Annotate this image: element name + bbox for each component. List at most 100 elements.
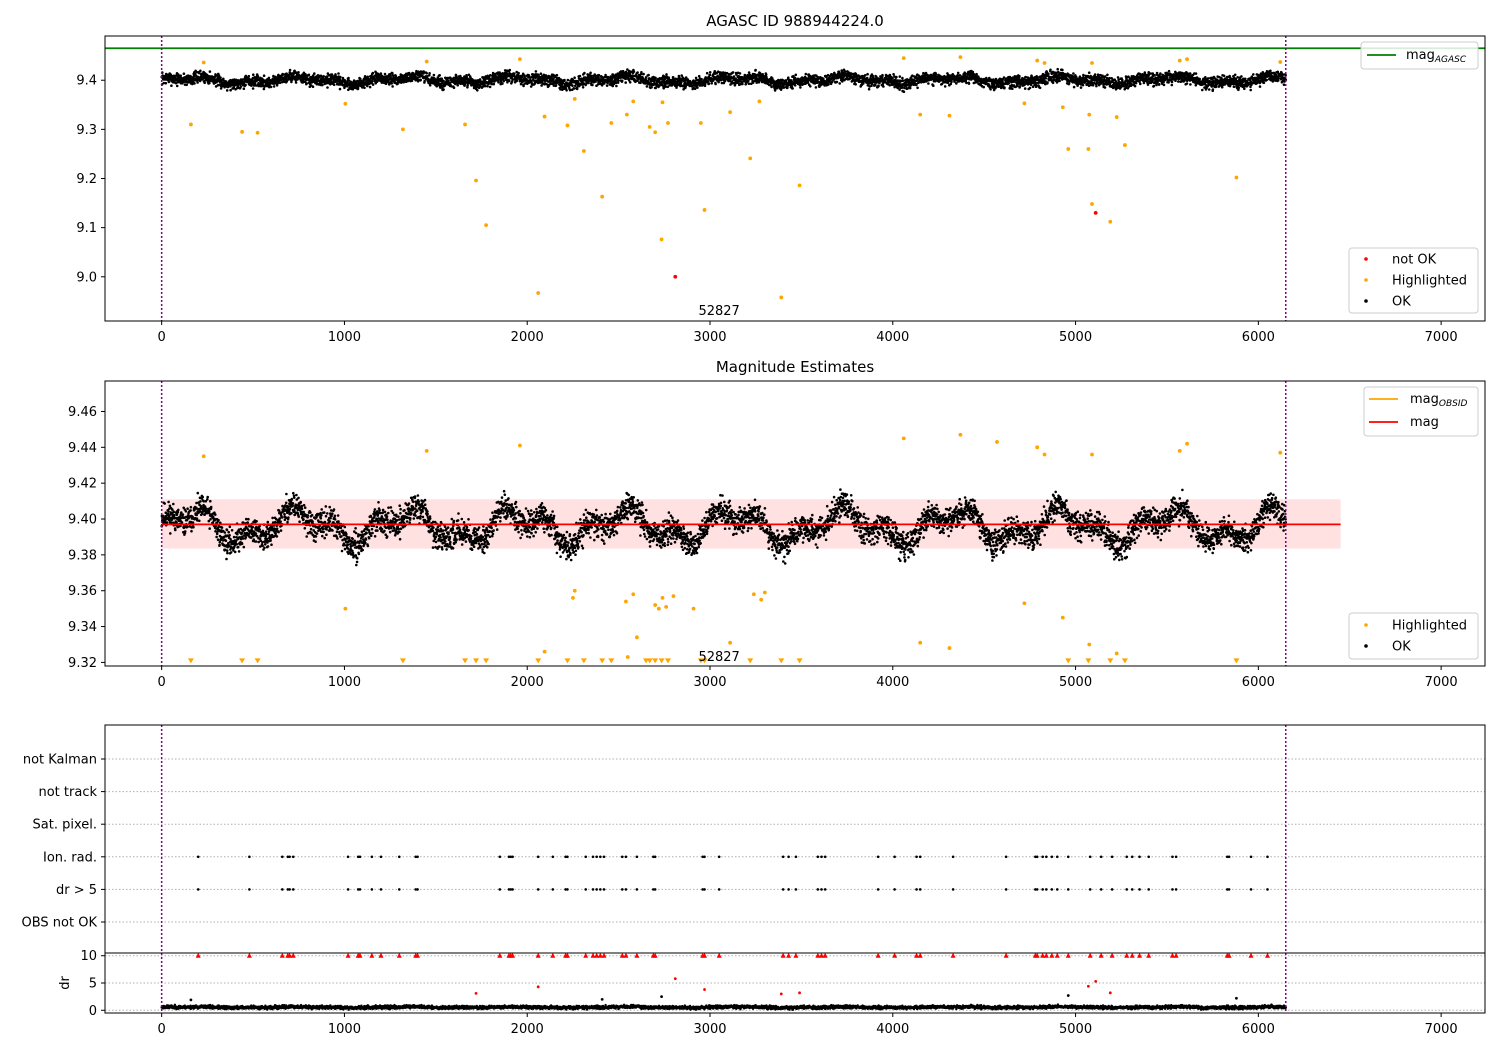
panel1-highlighted-point xyxy=(748,156,753,161)
panel4-clipped-marker xyxy=(396,952,402,958)
panel1-highlighted-point xyxy=(947,113,952,118)
panel3-event-marker xyxy=(370,855,374,859)
panel4-clipped-marker xyxy=(1003,952,1009,958)
panel3-event-marker xyxy=(1125,855,1129,859)
panel3-event-marker xyxy=(370,888,374,891)
panel3-category-label: not track xyxy=(38,785,97,800)
panel1-highlighted-point xyxy=(1022,101,1027,106)
panel4-clipped-marker xyxy=(1137,952,1143,958)
panel1-highlighted-point xyxy=(631,99,636,104)
panel2-highlighted-point xyxy=(1090,452,1094,457)
panel2-ytick-label: 9.36 xyxy=(68,584,97,599)
panel4-clipped-marker xyxy=(950,952,956,958)
panel4-not_ok-point xyxy=(673,977,677,981)
panel4-clipped-marker xyxy=(1129,952,1135,958)
panel3-event-marker xyxy=(1227,855,1231,859)
panel1-xtick-label: 1000 xyxy=(328,330,361,345)
panel1-highlighted-point xyxy=(463,122,467,127)
panel2-below-axis-marker xyxy=(608,658,615,664)
panel2-xtick-label: 6000 xyxy=(1242,675,1275,690)
panel2-below-axis-marker xyxy=(462,658,469,664)
panel2-highlighted-point xyxy=(624,599,628,604)
panel3-event-marker xyxy=(379,855,383,859)
panel2-highlighted-point xyxy=(424,449,429,453)
panel2-below-axis-marker xyxy=(564,658,571,664)
panel4-xtick-label: 3000 xyxy=(693,1022,726,1037)
panel4-frame xyxy=(104,952,1486,1014)
panel3-event-marker xyxy=(620,888,624,891)
panel2-ytick-label: 9.34 xyxy=(68,620,97,635)
panel2-below-axis-marker xyxy=(1065,658,1072,664)
panel1-highlighted-point xyxy=(572,96,577,101)
panel3-event-marker xyxy=(1225,855,1229,859)
panel1-highlighted-point xyxy=(424,59,429,64)
panel4-ok-point xyxy=(1235,996,1238,1000)
panel4-clipped-marker xyxy=(415,952,421,958)
panel3-event-marker xyxy=(816,855,820,859)
panel4-ok-point xyxy=(600,997,604,1001)
panel3-event-marker xyxy=(1088,855,1092,859)
panel3-event-marker xyxy=(1138,888,1141,891)
panel3-event-marker xyxy=(1130,888,1134,891)
panel4-xtick-label: 5000 xyxy=(1059,1022,1092,1037)
panel4-clipped-marker xyxy=(1264,952,1270,958)
panel1-not_ok-point xyxy=(1093,210,1098,215)
panel3-event-marker xyxy=(1249,855,1253,859)
panel3-event-marker xyxy=(358,855,362,859)
panel3-event-marker xyxy=(591,855,595,859)
panel2-title: Magnitude Estimates xyxy=(716,358,874,376)
panel3-event-marker xyxy=(1138,855,1141,859)
panel3-event-marker xyxy=(781,855,785,859)
panel1-legend-label: Highlighted xyxy=(1392,274,1467,289)
panel1: 52827 0 1000 2000 3000 4000 5000 6000 7000 9.0 9.1… xyxy=(76,36,1485,345)
panel1-highlighted-point xyxy=(1090,202,1094,206)
panel2-highlighted-point xyxy=(572,588,577,593)
panel3-event-marker xyxy=(1055,888,1059,891)
panel3-event-marker xyxy=(951,888,955,891)
panel2-below-axis-marker xyxy=(1233,658,1240,664)
panel2-xtick-label: 2000 xyxy=(511,675,544,690)
panel4-clipped-marker xyxy=(1054,952,1060,958)
panel3-event-marker xyxy=(787,888,790,891)
panel4-not_ok-point xyxy=(536,985,540,989)
panel3-event-marker xyxy=(196,855,200,859)
panel2-highlighted-point xyxy=(656,606,661,611)
panel4-clipped-marker xyxy=(822,952,828,958)
panel4-clipped-marker xyxy=(246,952,252,958)
panel3-event-marker xyxy=(291,855,295,859)
panel2-highlighted-point xyxy=(1185,441,1189,446)
panel2-highlighted-point xyxy=(901,436,906,441)
panel2-highlighted-point xyxy=(958,432,963,437)
panel4-xtick-label: 0 xyxy=(158,1022,166,1037)
panel4-clipped-marker xyxy=(1065,952,1071,958)
panel3-event-marker xyxy=(509,888,513,891)
panel2-below-axis-marker xyxy=(473,658,480,664)
panel2-highlighted-point xyxy=(653,603,658,607)
panel4-clipped-marker xyxy=(1087,952,1093,958)
panel3: not Kalman not track Sat. pixel. Ion. rad. d… xyxy=(22,725,1485,953)
panel3-event-marker xyxy=(624,855,628,859)
panel2-annotation: 52827 xyxy=(698,650,739,665)
panel3-event-marker xyxy=(1004,855,1008,859)
panel3-event-marker xyxy=(584,855,588,859)
panel2-below-axis-marker xyxy=(646,658,653,664)
panel3-event-marker xyxy=(595,888,598,891)
panel4-ok-points xyxy=(160,1003,1287,1011)
panel4-clipped-marker xyxy=(601,952,607,958)
panel3-event-marker xyxy=(915,888,918,891)
panel2-xtick-label: 4000 xyxy=(876,675,909,690)
panel3-event-marker xyxy=(1050,855,1054,859)
panel4-clipped-marker xyxy=(780,952,786,958)
panel3-event-marker xyxy=(1099,855,1103,859)
panel4-clipped-marker xyxy=(590,952,596,958)
panel2-highlighted-point xyxy=(751,592,756,597)
panel1-highlighted-point xyxy=(1086,147,1091,151)
panel2-legend-marker xyxy=(1364,644,1368,648)
panel2-xtick-label: 0 xyxy=(158,675,166,690)
panel4-clipped-marker xyxy=(786,952,792,958)
panel3-event-marker xyxy=(701,888,704,891)
panel2-legend-bottom xyxy=(1348,612,1479,660)
panel1-highlighted-point xyxy=(1278,60,1283,64)
panel4-clipped-marker xyxy=(634,952,640,958)
